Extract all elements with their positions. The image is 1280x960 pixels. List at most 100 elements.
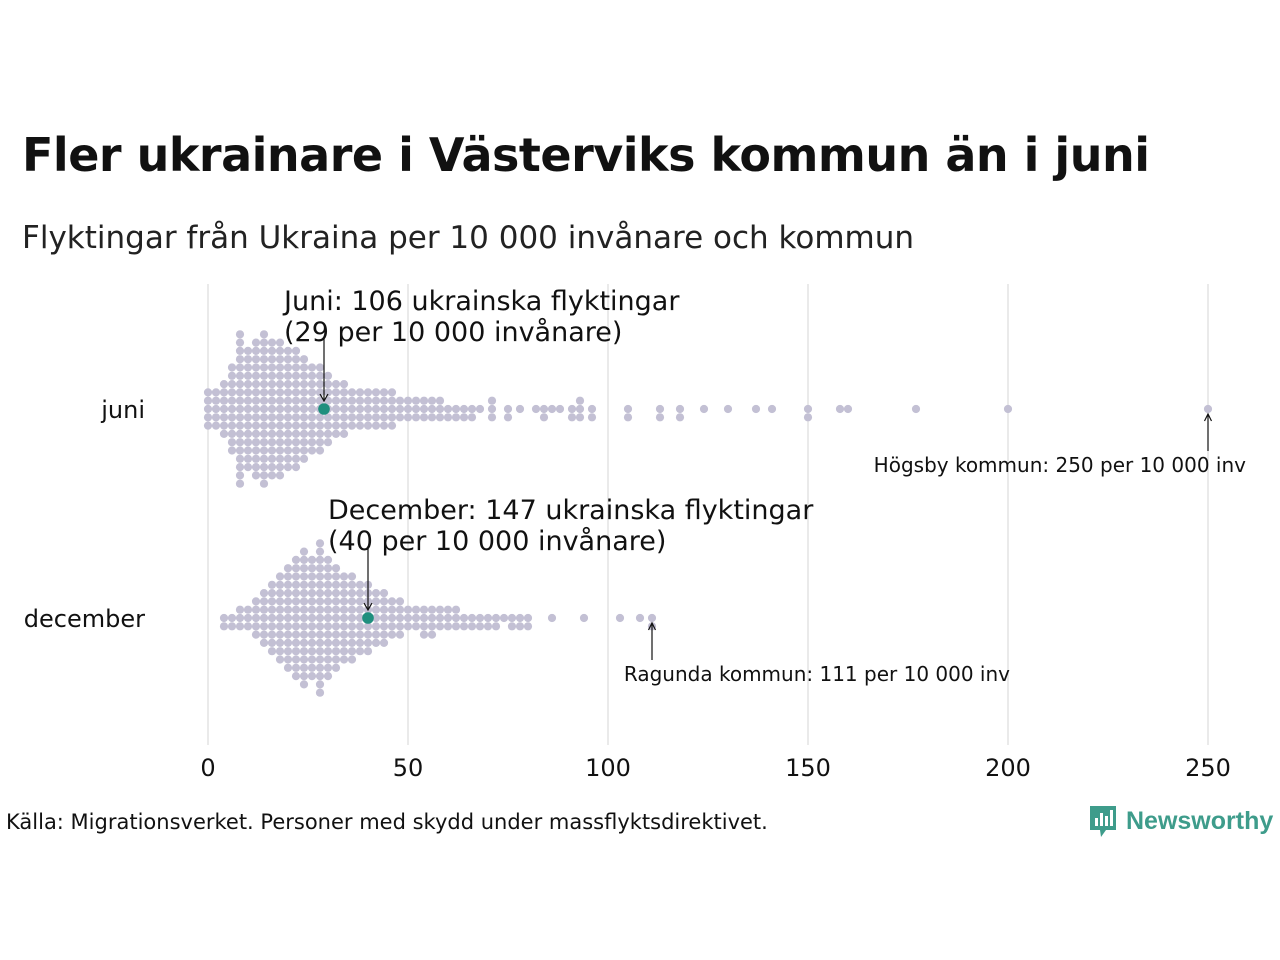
data-point <box>283 404 293 414</box>
data-point <box>515 404 525 414</box>
series-rows: juni december <box>24 330 1213 697</box>
data-point <box>523 622 533 631</box>
data-point <box>379 622 389 631</box>
data-point <box>379 421 389 430</box>
data-point <box>331 388 341 397</box>
data-point <box>291 421 301 430</box>
data-point <box>355 613 365 623</box>
data-point <box>331 380 341 389</box>
data-point <box>259 396 269 405</box>
data-point <box>275 446 285 455</box>
data-point <box>547 613 557 623</box>
data-point <box>251 380 261 389</box>
data-point <box>491 613 501 623</box>
data-point <box>395 404 405 414</box>
data-point <box>275 388 285 397</box>
data-point <box>291 413 301 422</box>
data-point <box>259 363 269 372</box>
data-point <box>275 647 285 656</box>
data-point <box>299 655 309 664</box>
data-point <box>291 605 301 614</box>
data-point <box>435 396 445 405</box>
data-point <box>339 404 349 414</box>
data-point <box>387 413 397 422</box>
data-point <box>467 413 477 422</box>
newsworthy-logo-icon <box>1090 806 1116 837</box>
data-point <box>307 429 317 438</box>
data-point <box>299 547 309 556</box>
data-point <box>363 396 373 405</box>
data-point <box>347 396 357 405</box>
data-point <box>323 622 333 631</box>
data-point <box>251 346 261 355</box>
data-point <box>211 404 221 414</box>
data-point <box>435 413 445 422</box>
data-point <box>315 446 325 455</box>
data-point <box>235 429 245 438</box>
data-point <box>451 605 461 614</box>
data-point <box>339 572 349 581</box>
data-point <box>259 404 269 414</box>
data-point <box>523 613 533 623</box>
data-point <box>331 613 341 623</box>
data-point <box>227 446 237 455</box>
data-point <box>427 622 437 631</box>
data-point <box>235 463 245 472</box>
data-point <box>307 446 317 455</box>
data-point <box>227 413 237 422</box>
data-point <box>339 622 349 631</box>
data-point <box>267 371 277 380</box>
data-point <box>299 597 309 606</box>
data-point <box>219 396 229 405</box>
data-point <box>419 622 429 631</box>
data-point <box>275 454 285 463</box>
data-point <box>307 647 317 656</box>
data-point <box>475 622 485 631</box>
x-tick-label: 100 <box>585 754 631 782</box>
data-point <box>283 589 293 598</box>
data-point <box>267 388 277 397</box>
data-point <box>211 413 221 422</box>
data-point <box>275 363 285 372</box>
data-point <box>267 404 277 414</box>
data-point <box>323 429 333 438</box>
data-point <box>299 396 309 405</box>
extreme-arrow-head <box>1203 412 1213 422</box>
data-point <box>219 388 229 397</box>
data-point <box>307 622 317 631</box>
data-point <box>243 429 253 438</box>
data-point <box>291 454 301 463</box>
data-point <box>911 404 921 414</box>
data-point <box>283 647 293 656</box>
data-point <box>291 388 301 397</box>
data-point <box>259 355 269 364</box>
data-point <box>291 622 301 631</box>
data-point <box>379 388 389 397</box>
data-point <box>275 471 285 480</box>
data-point <box>299 363 309 372</box>
data-point <box>291 589 301 598</box>
data-point <box>259 638 269 648</box>
data-point <box>323 388 333 397</box>
data-point <box>331 421 341 430</box>
data-point <box>315 672 325 681</box>
data-point <box>403 622 413 631</box>
data-point <box>323 663 333 672</box>
data-point <box>243 355 253 364</box>
data-point <box>315 597 325 606</box>
data-point <box>379 597 389 606</box>
data-point <box>371 622 381 631</box>
data-point <box>227 396 237 405</box>
data-point <box>339 630 349 639</box>
data-point <box>1203 404 1213 414</box>
data-point <box>299 663 309 672</box>
data-point <box>339 605 349 614</box>
data-point <box>387 597 397 606</box>
data-point <box>451 613 461 623</box>
data-point <box>331 580 341 589</box>
data-point <box>331 396 341 405</box>
data-point <box>411 605 421 614</box>
data-point <box>283 663 293 672</box>
data-point <box>387 613 397 623</box>
data-point <box>219 429 229 438</box>
